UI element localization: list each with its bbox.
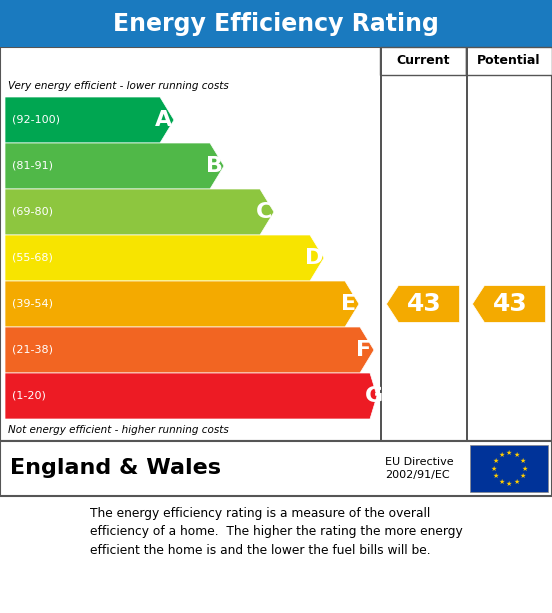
Bar <box>466 47 552 75</box>
Bar <box>470 445 548 492</box>
Text: F: F <box>357 340 371 360</box>
Text: ★: ★ <box>498 452 505 458</box>
Text: ★: ★ <box>513 479 520 485</box>
Text: C: C <box>256 202 272 222</box>
Text: ★: ★ <box>519 473 526 479</box>
Text: (39-54): (39-54) <box>12 299 53 309</box>
Text: EU Directive
2002/91/EC: EU Directive 2002/91/EC <box>385 457 454 480</box>
Text: Energy Efficiency Rating: Energy Efficiency Rating <box>113 12 439 36</box>
Text: 43: 43 <box>493 292 528 316</box>
Text: Potential: Potential <box>477 55 541 67</box>
Text: (69-80): (69-80) <box>12 207 53 217</box>
Polygon shape <box>5 373 377 419</box>
Text: E: E <box>342 294 357 314</box>
Text: B: B <box>205 156 222 176</box>
Text: ★: ★ <box>522 465 528 471</box>
Text: (21-38): (21-38) <box>12 345 53 355</box>
Text: ★: ★ <box>506 481 512 487</box>
Text: ★: ★ <box>490 465 497 471</box>
Polygon shape <box>5 327 374 373</box>
Text: ★: ★ <box>506 450 512 456</box>
Text: Very energy efficient - lower running costs: Very energy efficient - lower running co… <box>8 81 229 91</box>
Bar <box>380 47 466 75</box>
Polygon shape <box>5 143 224 189</box>
Text: ★: ★ <box>498 479 505 485</box>
Bar <box>0 441 552 496</box>
Text: (1-20): (1-20) <box>12 391 46 401</box>
Text: (55-68): (55-68) <box>12 253 53 263</box>
Text: 43: 43 <box>407 292 442 316</box>
Text: (81-91): (81-91) <box>12 161 53 171</box>
Text: ★: ★ <box>492 458 498 464</box>
Text: Current: Current <box>396 55 450 67</box>
Polygon shape <box>473 286 545 322</box>
Bar <box>466 47 468 441</box>
Bar <box>0 0 552 47</box>
Polygon shape <box>386 286 460 322</box>
Text: ★: ★ <box>492 473 498 479</box>
Polygon shape <box>5 235 324 281</box>
Bar <box>0 47 552 441</box>
Text: Not energy efficient - higher running costs: Not energy efficient - higher running co… <box>8 425 229 435</box>
Text: G: G <box>365 386 383 406</box>
Polygon shape <box>5 281 359 327</box>
Bar <box>380 47 381 441</box>
Polygon shape <box>5 97 174 143</box>
Text: D: D <box>305 248 323 268</box>
Text: A: A <box>155 110 173 130</box>
Text: ★: ★ <box>513 452 520 458</box>
Text: The energy efficiency rating is a measure of the overall
efficiency of a home.  : The energy efficiency rating is a measur… <box>89 506 463 557</box>
Polygon shape <box>5 189 274 235</box>
Text: (92-100): (92-100) <box>12 115 60 125</box>
Text: England & Wales: England & Wales <box>10 459 221 479</box>
Text: ★: ★ <box>519 458 526 464</box>
